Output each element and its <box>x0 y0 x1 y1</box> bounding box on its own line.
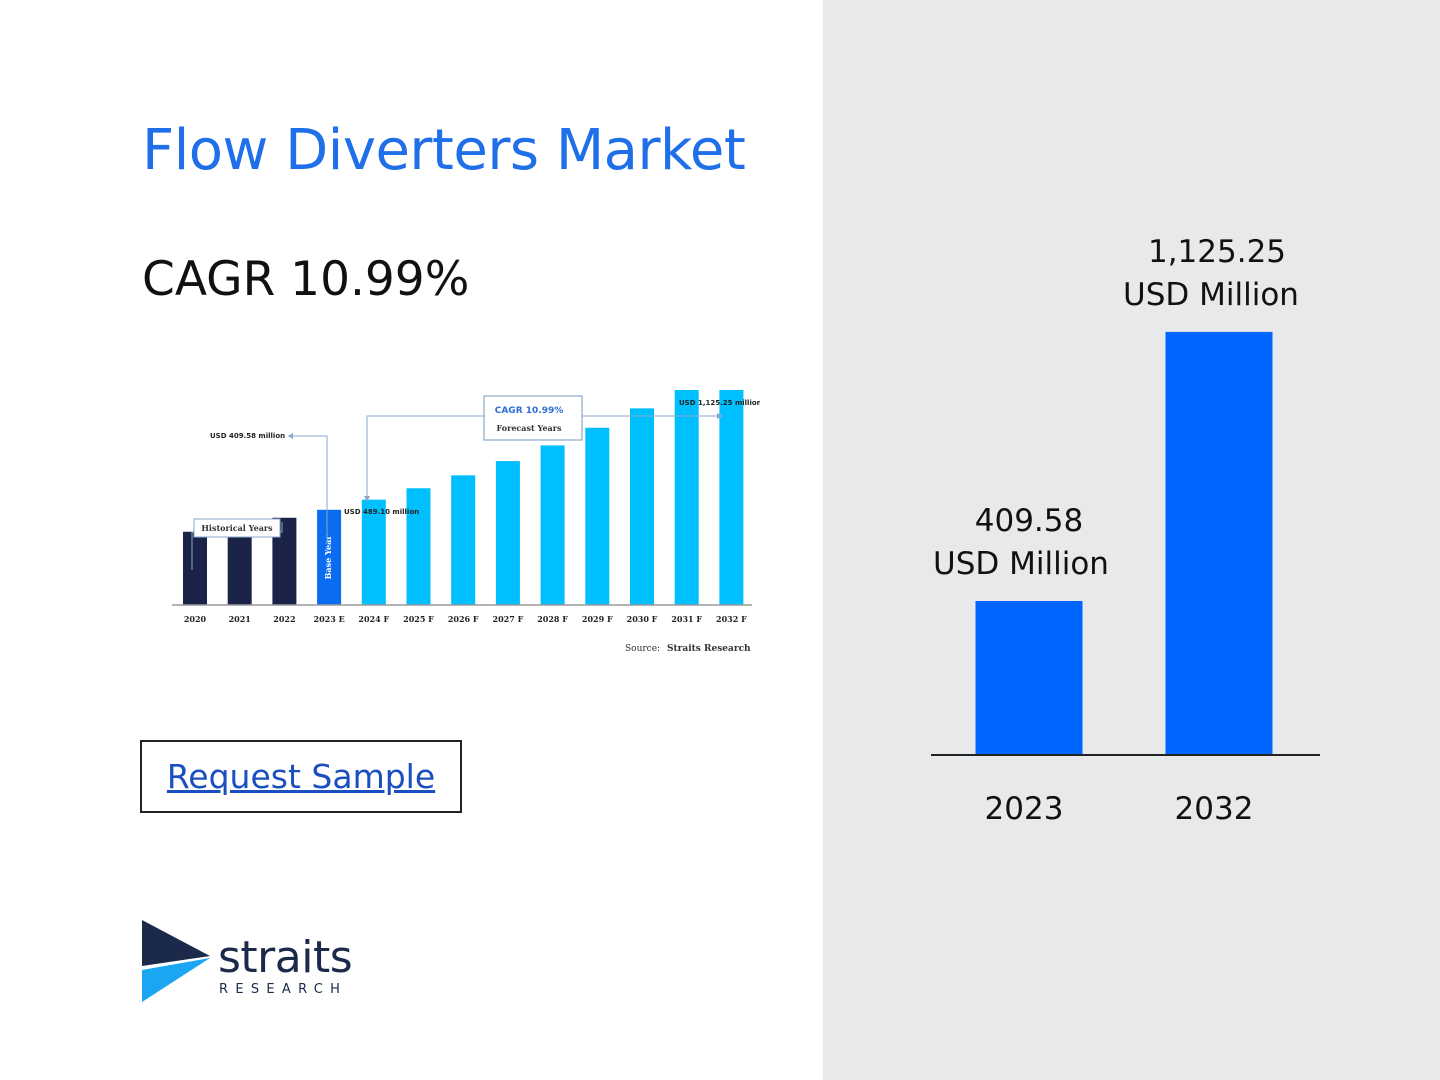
source-name: Straits Research <box>667 644 751 654</box>
unit-label-2023: USD Million <box>933 546 1109 582</box>
value-label-2032: 1,125.25 <box>1148 234 1286 270</box>
mini-tick-2025-F: 2025 F <box>403 614 434 624</box>
source-prefix: Source: <box>625 644 660 654</box>
big-labels: 409.58 USD Million 2023 1,125.25 USD Million… <box>933 234 1299 827</box>
mini-tick-2026-F: 2026 F <box>448 614 479 624</box>
mini-cagr-label: CAGR 10.99% <box>495 406 564 416</box>
logo-wordmark: straits <box>218 932 353 983</box>
mini-bar-2028-F <box>540 445 565 605</box>
cagr-box <box>483 395 583 441</box>
page-title: Flow Diverters Market <box>142 118 746 183</box>
category-label-2023: 2023 <box>985 791 1064 827</box>
end-label: USD 1,125.25 million <box>679 399 760 407</box>
mini-bar-2029-F <box>585 427 610 605</box>
mini-tick-2023-E: 2023 E <box>314 614 345 624</box>
mini-tick-2030-F: 2030 F <box>627 614 658 624</box>
mini-tick-2020: 2020 <box>184 614 207 624</box>
mini-tick-2024-F: 2024 F <box>358 614 389 624</box>
category-label-2032: 2032 <box>1175 791 1254 827</box>
logo-subtitle: RESEARCH <box>219 982 348 997</box>
mini-tick-2022: 2022 <box>273 614 295 624</box>
left-panel: Flow Diverters Market CAGR 10.99% 2020 20… <box>140 118 760 1008</box>
mini-tick-2031-F: 2031 F <box>671 614 702 624</box>
bar-2023 <box>975 600 1083 755</box>
mini-tick-2032-F: 2032 F <box>716 614 747 624</box>
request-sample-button[interactable]: Request Sample <box>140 740 462 813</box>
logo-mark-icon <box>142 920 210 1002</box>
mini-tick-labels: 2020 2021 2022 2023 E Base Year 2024 F 2025 F 2… <box>184 535 747 624</box>
forecast-arrow-left <box>366 415 484 500</box>
market-size-chart: 409.58 USD Million 2023 1,125.25 USD Million… <box>931 234 1320 827</box>
mini-bar-2024-F <box>361 499 386 605</box>
straits-logo: straits RESEARCH <box>140 918 380 1008</box>
mini-bar-2031-F <box>674 390 699 605</box>
request-sample-link[interactable]: Request Sample <box>166 757 436 796</box>
forecast-years-label: Forecast Years <box>497 423 562 433</box>
mini-tick-2028-F: 2028 F <box>537 614 568 624</box>
mini-tick-2027-F: 2027 F <box>493 614 524 624</box>
mini-bar-2027-F <box>495 461 520 605</box>
right-panel: 409.58 USD Million 2023 1,125.25 USD Million… <box>823 0 1440 1080</box>
mini-bar-2025-F <box>406 488 431 605</box>
cagr-value: CAGR 10.99% <box>142 252 470 307</box>
bar-2032 <box>1165 331 1273 755</box>
start-label: USD 409.58 million <box>210 432 285 440</box>
mini-bar-2020 <box>183 531 207 605</box>
mini-tick-2021: 2021 <box>229 614 251 624</box>
unit-label-2032: USD Million <box>1123 277 1299 313</box>
mini-bar-2026-F <box>451 475 476 605</box>
forecast-mini-chart: 2020 2021 2022 2023 E Base Year 2024 F 2025 F 2… <box>172 390 760 654</box>
mini-bar-2030-F <box>630 408 654 605</box>
historical-label: Historical Years <box>201 523 273 533</box>
mini-bars <box>183 390 744 605</box>
forecast-start-label: USD 489.10 million <box>344 508 419 516</box>
base-year-label: Base Year <box>323 535 333 580</box>
big-bars <box>975 331 1273 755</box>
historical-box <box>193 518 281 538</box>
start-arrow <box>288 435 328 542</box>
value-label-2023: 409.58 <box>975 503 1083 539</box>
mini-bar-2023-E <box>317 509 342 605</box>
mini-bar-2021 <box>227 524 252 605</box>
mini-tick-2029-F: 2029 F <box>582 614 613 624</box>
mini-bar-2032-F <box>719 390 744 605</box>
